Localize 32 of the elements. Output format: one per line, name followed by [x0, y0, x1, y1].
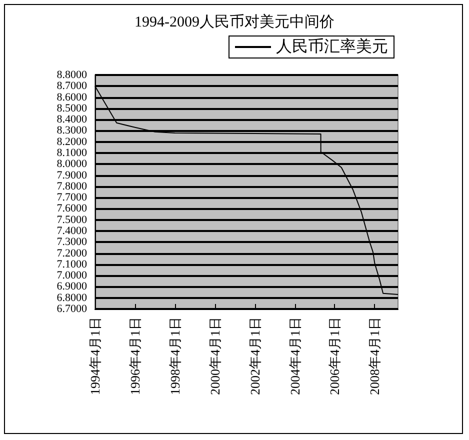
- legend-label: 人民币汇率美元: [276, 38, 388, 56]
- x-tick-label: 1996年4月1日: [127, 317, 142, 395]
- y-tick-label: 8.6000: [56, 91, 88, 104]
- x-tick-label: 1994年4月1日: [88, 317, 102, 395]
- y-tick-label: 8.4000: [56, 114, 88, 126]
- y-tick-label: 8.0000: [56, 158, 88, 170]
- y-tick-label: 7.6000: [56, 202, 88, 215]
- y-tick-label: 6.7000: [56, 303, 88, 315]
- y-tick-label: 7.7000: [56, 192, 88, 204]
- y-tick-label: 7.1000: [56, 258, 88, 270]
- y-tick-label: 8.7000: [56, 80, 88, 92]
- y-tick-label: 7.2000: [56, 247, 88, 260]
- y-tick-label: 7.8000: [56, 180, 88, 192]
- y-tick-label: 7.5000: [56, 214, 88, 226]
- x-tick-label: 2006年4月1日: [327, 317, 342, 395]
- y-tick-label: 7.3000: [56, 236, 88, 248]
- y-tick-label: 8.5000: [56, 102, 88, 114]
- x-tick-label: 2002年4月1日: [247, 317, 262, 395]
- y-tick-label: 7.9000: [56, 169, 88, 182]
- x-tick-label: 2008年4月1日: [367, 317, 382, 395]
- y-tick-label: 7.0000: [56, 270, 88, 282]
- x-tick-label: 2004年4月1日: [287, 317, 302, 395]
- y-tick-label: 6.9000: [56, 280, 88, 293]
- x-tick-label: 2000年4月1日: [207, 317, 222, 395]
- y-tick-label: 8.1000: [56, 147, 88, 159]
- x-tick-label: 1998年4月1日: [167, 317, 182, 395]
- y-tick-label: 7.4000: [56, 225, 88, 237]
- y-tick-label: 8.8000: [56, 69, 88, 81]
- y-tick-label: 8.2000: [56, 136, 88, 148]
- y-tick-label: 8.3000: [56, 124, 88, 137]
- y-tick-label: 6.8000: [56, 292, 88, 304]
- chart-title: 1994-2009人民币对美元中间价: [134, 14, 334, 30]
